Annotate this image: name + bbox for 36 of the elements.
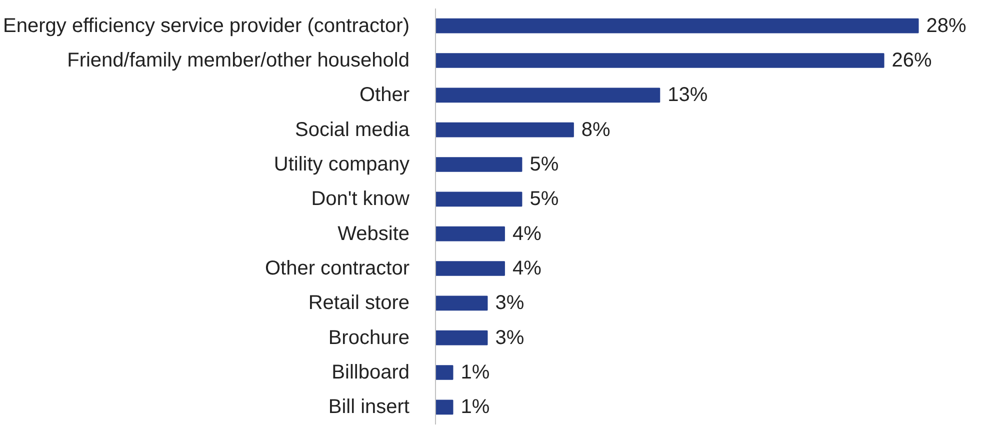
bar bbox=[436, 53, 884, 68]
y-tick-label: Don't know bbox=[311, 188, 410, 210]
y-tick-label: Other contractor bbox=[265, 258, 410, 280]
y-tick-label: Retail store bbox=[308, 292, 410, 314]
y-tick-label: Bill insert bbox=[328, 396, 410, 418]
y-tick-label: Billboard bbox=[332, 362, 410, 384]
data-label: 3% bbox=[495, 326, 524, 349]
bar bbox=[436, 88, 660, 103]
bar bbox=[436, 330, 488, 346]
y-tick-label: Friend/family member/other household bbox=[67, 50, 410, 72]
data-label: 1% bbox=[460, 396, 490, 418]
bar bbox=[436, 157, 522, 172]
data-label: 5% bbox=[530, 188, 559, 210]
bar bbox=[436, 226, 505, 242]
data-label: 8% bbox=[581, 118, 611, 141]
y-tick-label: Utility company bbox=[274, 154, 410, 176]
data-label: 3% bbox=[495, 292, 524, 314]
data-label: 5% bbox=[530, 154, 559, 176]
data-label: 4% bbox=[512, 222, 542, 245]
bar bbox=[436, 365, 454, 380]
y-tick-label: Other bbox=[359, 84, 410, 106]
data-label: 26% bbox=[892, 50, 932, 72]
data-label: 13% bbox=[668, 84, 708, 106]
bar bbox=[436, 192, 522, 207]
y-tick-label: Website bbox=[338, 222, 410, 245]
bar bbox=[436, 296, 488, 311]
data-label: 4% bbox=[512, 258, 542, 280]
bar bbox=[436, 122, 574, 138]
data-label: 1% bbox=[460, 362, 490, 384]
bar bbox=[436, 18, 919, 34]
y-tick-label: Social media bbox=[295, 118, 410, 141]
bar bbox=[436, 400, 454, 415]
bar bbox=[436, 261, 505, 276]
y-tick-label: Brochure bbox=[328, 326, 410, 349]
data-label: 28% bbox=[926, 14, 967, 37]
y-tick-label: Energy efficiency service provider (contractor) bbox=[3, 14, 410, 37]
